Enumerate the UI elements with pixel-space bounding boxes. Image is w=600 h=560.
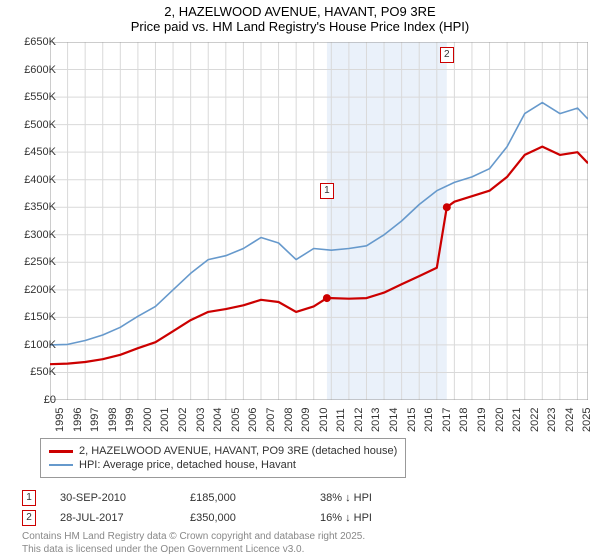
chart-area (50, 42, 588, 400)
x-tick-label: 2017 (441, 408, 453, 432)
y-tick-label: £500K (12, 119, 56, 131)
x-tick-label: 2024 (564, 408, 576, 432)
y-tick-label: £650K (12, 36, 56, 48)
y-tick-label: £400K (12, 174, 56, 186)
chart-container: 2, HAZELWOOD AVENUE, HAVANT, PO9 3RE Pri… (0, 0, 600, 560)
y-tick-label: £550K (12, 91, 56, 103)
y-tick-label: £300K (12, 229, 56, 241)
x-tick-label: 2022 (529, 408, 541, 432)
x-tick-label: 2010 (318, 408, 330, 432)
y-tick-label: £200K (12, 284, 56, 296)
y-tick-label: £150K (12, 311, 56, 323)
sales-marker: 2 (22, 510, 36, 526)
x-tick-label: 2002 (177, 408, 189, 432)
x-tick-label: 2006 (247, 408, 259, 432)
legend-row: 2, HAZELWOOD AVENUE, HAVANT, PO9 3RE (de… (49, 445, 397, 457)
attribution-line1: Contains HM Land Registry data © Crown c… (22, 530, 365, 543)
chart-svg (50, 42, 588, 400)
x-tick-label: 2009 (300, 408, 312, 432)
legend-row: HPI: Average price, detached house, Hava… (49, 459, 397, 471)
sales-delta: 16% ↓ HPI (320, 512, 450, 524)
y-tick-label: £450K (12, 146, 56, 158)
sales-date: 28-JUL-2017 (60, 512, 190, 524)
sales-date: 30-SEP-2010 (60, 492, 190, 504)
attribution-line2: This data is licensed under the Open Gov… (22, 543, 365, 556)
sales-price: £350,000 (190, 512, 320, 524)
sales-price: £185,000 (190, 492, 320, 504)
x-tick-label: 1997 (89, 408, 101, 432)
y-tick-label: £0 (12, 394, 56, 406)
x-tick-label: 2018 (458, 408, 470, 432)
x-tick-label: 1995 (54, 408, 66, 432)
x-tick-label: 2011 (335, 408, 347, 432)
y-tick-label: £100K (12, 339, 56, 351)
sales-marker: 1 (22, 490, 36, 506)
sales-delta: 38% ↓ HPI (320, 492, 450, 504)
legend-label: 2, HAZELWOOD AVENUE, HAVANT, PO9 3RE (de… (79, 445, 397, 457)
x-tick-label: 2004 (212, 408, 224, 432)
sales-table: 1 30-SEP-2010£185,00038% ↓ HPI 2 28-JUL-201… (22, 486, 450, 530)
title-line2: Price paid vs. HM Land Registry's House … (0, 19, 600, 34)
x-tick-label: 1999 (124, 408, 136, 432)
title-block: 2, HAZELWOOD AVENUE, HAVANT, PO9 3RE Pri… (0, 0, 600, 36)
legend-swatch (49, 464, 73, 466)
x-tick-label: 2021 (511, 408, 523, 432)
legend-swatch (49, 450, 73, 453)
x-tick-label: 2023 (546, 408, 558, 432)
x-tick-label: 2008 (283, 408, 295, 432)
x-tick-label: 2001 (159, 408, 171, 432)
sales-row: 1 30-SEP-2010£185,00038% ↓ HPI (22, 490, 450, 506)
sale-marker-1: 1 (320, 183, 334, 199)
attribution: Contains HM Land Registry data © Crown c… (22, 530, 365, 556)
sale-marker-2: 2 (440, 47, 454, 63)
x-tick-label: 2013 (370, 408, 382, 432)
x-tick-label: 2007 (265, 408, 277, 432)
x-tick-label: 2015 (406, 408, 418, 432)
x-tick-label: 2000 (142, 408, 154, 432)
x-tick-label: 2020 (494, 408, 506, 432)
y-tick-label: £350K (12, 201, 56, 213)
x-tick-label: 2019 (476, 408, 488, 432)
x-tick-label: 2014 (388, 408, 400, 432)
legend-label: HPI: Average price, detached house, Hava… (79, 459, 296, 471)
legend: 2, HAZELWOOD AVENUE, HAVANT, PO9 3RE (de… (40, 438, 406, 478)
y-tick-label: £600K (12, 64, 56, 76)
x-tick-label: 2025 (581, 408, 593, 432)
x-tick-label: 1998 (107, 408, 119, 432)
x-tick-label: 2003 (195, 408, 207, 432)
sales-row: 2 28-JUL-2017£350,00016% ↓ HPI (22, 510, 450, 526)
x-tick-label: 1996 (72, 408, 84, 432)
y-tick-label: £250K (12, 256, 56, 268)
title-line1: 2, HAZELWOOD AVENUE, HAVANT, PO9 3RE (0, 4, 600, 19)
x-tick-label: 2016 (423, 408, 435, 432)
x-tick-label: 2005 (230, 408, 242, 432)
y-tick-label: £50K (12, 366, 56, 378)
x-tick-label: 2012 (353, 408, 365, 432)
